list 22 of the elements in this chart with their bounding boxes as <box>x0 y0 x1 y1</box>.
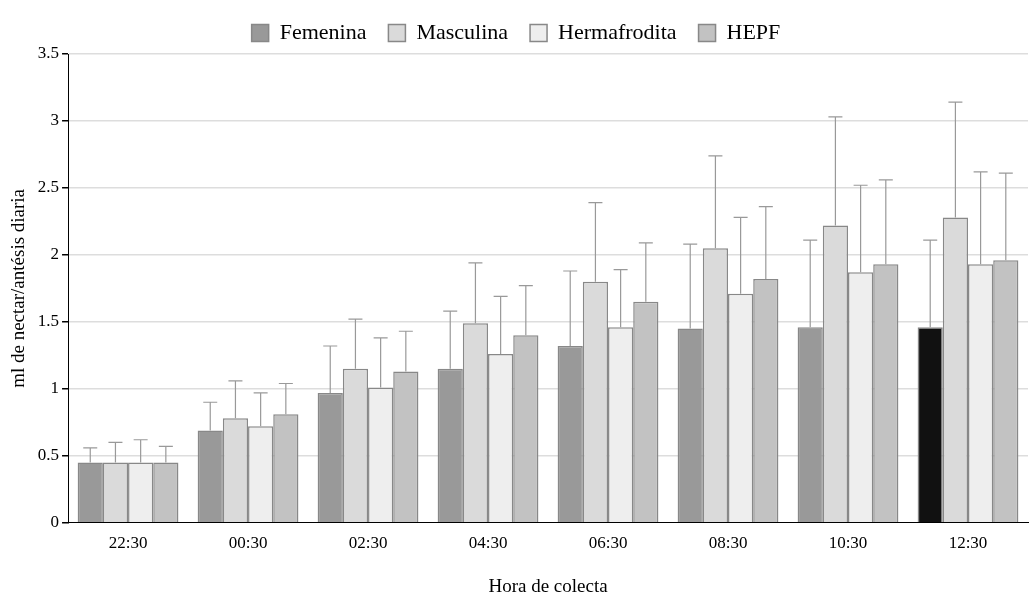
legend-label: HEPF <box>726 18 781 44</box>
y-tick-label: 3 <box>50 110 60 130</box>
y-tick-label: 1.5 <box>37 311 60 331</box>
y-tick-label: 3.5 <box>37 43 60 63</box>
x-tick-label: 08:30 <box>708 533 748 553</box>
x-tick-label: 12:30 <box>948 533 988 553</box>
legend-label: Hermafrodita <box>558 18 677 44</box>
y-tick-label: 2 <box>50 244 60 264</box>
x-axis-title: Hora de colecta <box>488 574 609 596</box>
legend-label: Femenina <box>279 18 367 44</box>
y-axis-title: ml de nectar/antésis diaria <box>7 188 29 388</box>
x-tick-label: 22:30 <box>108 533 148 553</box>
x-tick-label: 02:30 <box>348 533 388 553</box>
x-tick-label: 00:30 <box>228 533 268 553</box>
y-tick-label: 0 <box>50 512 60 532</box>
x-tick-label: 10:30 <box>828 533 868 553</box>
y-tick-label: 1 <box>50 378 60 398</box>
x-tick-label: 04:30 <box>468 533 508 553</box>
x-tick-label: 06:30 <box>588 533 628 553</box>
y-tick-label: 2.5 <box>37 177 60 197</box>
y-tick-label: 0.5 <box>37 445 60 465</box>
legend-label: Masculina <box>416 18 509 44</box>
